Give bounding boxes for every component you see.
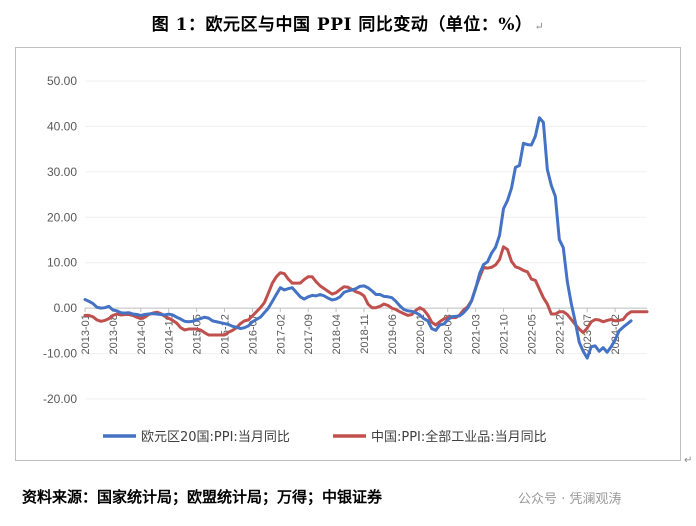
x-tick-label: 2018-11 <box>359 314 371 354</box>
y-tick-label: 20.00 <box>47 210 77 224</box>
chart-frame <box>15 47 681 461</box>
series-line-china-ppi <box>83 245 649 337</box>
x-axis-ticks: 2013-01 2013-08 2014-03 2014-10 2015-05 2015-… <box>80 308 622 355</box>
x-tick-label: 2021-10 <box>499 314 511 354</box>
x-tick-label: 2020-01 <box>415 314 427 354</box>
x-tick-label: 2019-06 <box>387 314 399 354</box>
x-tick-label: 2017-02 <box>275 314 287 354</box>
gridlines <box>85 80 647 400</box>
chart-title: 图 1：欧元区与中国 PPI 同比变动（单位：%） ↵ <box>151 15 545 35</box>
legend-label-china: 中国:PPI:全部工业品:当月同比 <box>371 429 547 445</box>
series-lines <box>83 116 649 360</box>
y-tick-label: 50.00 <box>47 74 77 88</box>
x-tick-label: 2014-10 <box>164 314 176 354</box>
y-tick-label: 10.00 <box>47 256 77 270</box>
x-tick-label: 2013-08 <box>108 314 120 354</box>
source-note: 资料来源：国家统计局；欧盟统计局；万得；中银证券 <box>22 488 383 506</box>
x-tick-label: 2017-09 <box>303 314 315 354</box>
y-axis-ticks: -20.00 -10.00 0.00 10.00 20.00 30.00 40.00 50.0… <box>43 74 77 406</box>
return-mark-icon: ↵ <box>534 20 545 33</box>
series-line-eurozone-ppi <box>83 116 633 360</box>
y-tick-label: -20.00 <box>43 392 77 406</box>
y-tick-label: -10.00 <box>43 347 77 361</box>
x-tick-label: 2022-12 <box>554 314 566 354</box>
x-tick-label: 2015-05 <box>192 314 204 354</box>
x-tick-label: 2016-07 <box>247 314 259 354</box>
x-tick-label: 2022-05 <box>526 314 538 354</box>
x-tick-label: 2014-03 <box>136 314 148 354</box>
x-tick-label: 2021-03 <box>471 314 483 354</box>
y-tick-label: 30.00 <box>47 165 77 179</box>
legend: 欧元区20国:PPI:当月同比 中国:PPI:全部工业品:当月同比 <box>103 429 547 445</box>
y-tick-label: 0.00 <box>54 301 78 315</box>
watermark: 公众号 · 凭澜观涛 <box>518 492 622 507</box>
x-tick-label: 2018-04 <box>331 314 343 354</box>
x-tick-label: 2020-08 <box>443 314 455 354</box>
line-chart: -20.00 -10.00 0.00 10.00 20.00 30.00 40.00 50.0… <box>43 74 649 445</box>
y-tick-label: 40.00 <box>47 119 77 133</box>
legend-label-eurozone: 欧元区20国:PPI:当月同比 <box>141 430 290 445</box>
x-tick-label: 2013-01 <box>80 314 92 354</box>
return-mark-icon: ↵ <box>684 455 693 466</box>
